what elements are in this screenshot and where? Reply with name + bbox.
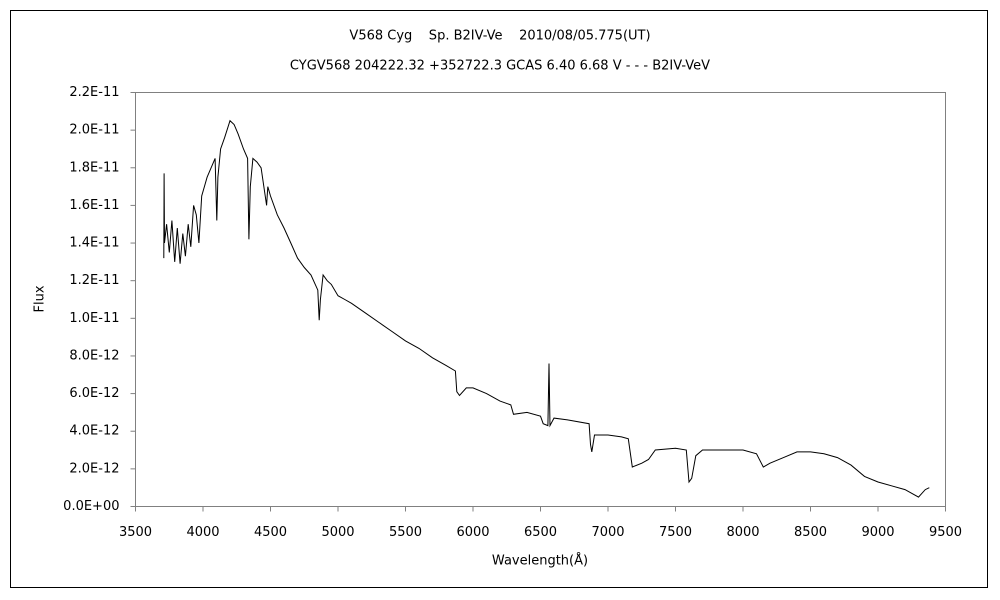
x-tick-label: 3500 — [119, 525, 152, 540]
x-tick-label: 7500 — [659, 525, 692, 540]
y-tick-label: 2.2E-11 — [69, 85, 119, 100]
spectrum-line — [163, 119, 930, 498]
plot-area — [135, 92, 946, 507]
x-tick-label: 9500 — [929, 525, 962, 540]
x-tick-label: 5500 — [389, 525, 422, 540]
x-tick-label: 8000 — [726, 525, 759, 540]
x-tick-label: 4500 — [254, 525, 287, 540]
y-tick-label: 2.0E-11 — [69, 123, 119, 138]
y-tick-label: 4.0E-12 — [69, 424, 119, 439]
x-tick-label: 6500 — [524, 525, 557, 540]
y-axis-label: Flux — [33, 285, 48, 312]
x-tick-label: 9000 — [861, 525, 894, 540]
x-axis-label: Wavelength(Å) — [492, 553, 588, 569]
chart-subtitle: CYGV568 204222.32 +352722.3 GCAS 6.40 6.… — [290, 59, 710, 74]
y-tick-label: 6.0E-12 — [69, 386, 119, 401]
x-tick-label: 5000 — [321, 525, 354, 540]
y-tick-label: 1.0E-11 — [69, 311, 119, 326]
x-tick-label: 7000 — [591, 525, 624, 540]
chart-title: V568 Cyg Sp. B2IV-Ve 2010/08/05.775(UT) — [349, 29, 650, 44]
y-tick-label: 1.8E-11 — [69, 160, 119, 175]
y-tick-label: 2.0E-12 — [69, 461, 119, 476]
y-tick-label: 1.4E-11 — [69, 236, 119, 251]
y-tick-label: 0.0E+00 — [63, 499, 119, 514]
y-tick-label: 1.6E-11 — [69, 198, 119, 213]
x-tick-label: 6000 — [456, 525, 489, 540]
y-tick-label: 8.0E-12 — [69, 348, 119, 363]
x-tick-label: 8500 — [794, 525, 827, 540]
y-tick-label: 1.2E-11 — [69, 273, 119, 288]
x-tick-label: 4000 — [186, 525, 219, 540]
